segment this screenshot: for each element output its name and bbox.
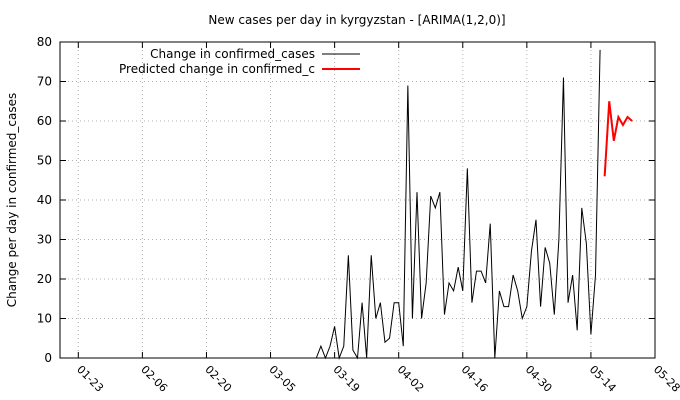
x-tick-label: 03-19 bbox=[330, 363, 362, 395]
x-tick-label: 04-16 bbox=[459, 363, 491, 395]
x-tick-label: 01-23 bbox=[74, 363, 106, 395]
y-tick-label: 40 bbox=[37, 193, 52, 207]
series-line-2 bbox=[603, 101, 633, 177]
x-tick-label: 02-20 bbox=[202, 363, 234, 395]
x-tick-label: 02-06 bbox=[138, 363, 170, 395]
y-tick-label: 60 bbox=[37, 114, 52, 128]
y-tick-label: 0 bbox=[44, 351, 52, 365]
x-tick-label: 05-14 bbox=[587, 363, 619, 395]
chart-title: New cases per day in kyrgyzstan - [ARIMA… bbox=[208, 13, 505, 27]
y-tick-label: 20 bbox=[37, 272, 52, 286]
y-axis-label: Change per day in confirmed_cases bbox=[5, 93, 19, 308]
x-tick-label: 05-28 bbox=[651, 363, 680, 395]
x-tick-label: 03-05 bbox=[266, 363, 298, 395]
legend-label-2: Predicted change in confirmed_c bbox=[119, 62, 315, 76]
y-tick-label: 50 bbox=[37, 154, 52, 168]
y-tick-label: 30 bbox=[37, 233, 52, 247]
axis-ticks: 0 10 20 30 40 50 60 70 80 01-23 02-06 02-20 03-05 03-… bbox=[37, 35, 680, 395]
series-line-1 bbox=[315, 49, 601, 360]
x-tick-label: 04-02 bbox=[395, 363, 427, 395]
x-tick-label: 04-30 bbox=[523, 363, 555, 395]
y-tick-label: 80 bbox=[37, 35, 52, 49]
series-layer bbox=[315, 49, 633, 360]
y-tick-label: 70 bbox=[37, 75, 52, 89]
legend-label-1: Change in confirmed_cases bbox=[150, 47, 315, 61]
y-tick-label: 10 bbox=[37, 312, 52, 326]
